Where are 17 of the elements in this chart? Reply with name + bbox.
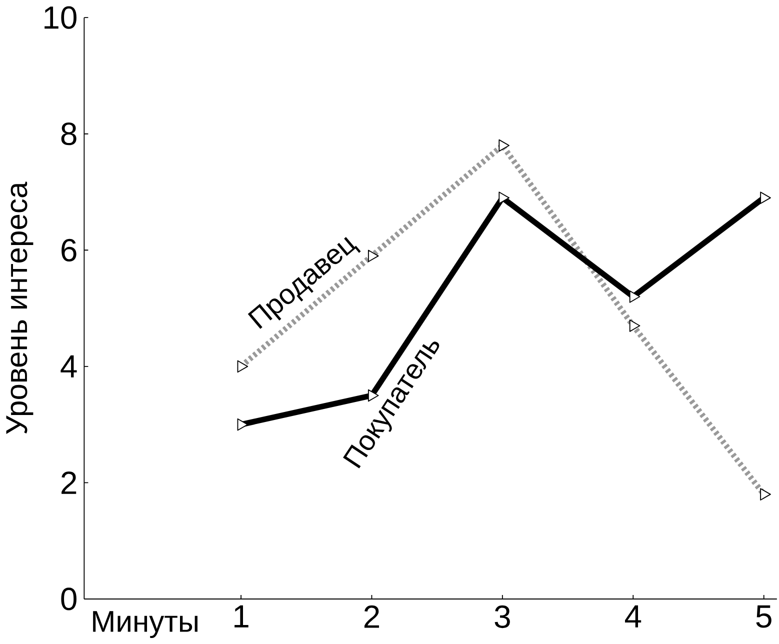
- x-tick-label: 5: [756, 605, 772, 628]
- x-tick-label: 1: [234, 605, 248, 628]
- y-tick-label: 10: [44, 6, 76, 29]
- x-tick-label: 2: [364, 605, 380, 628]
- y-tick-label: 4: [60, 355, 77, 378]
- y-tick-label: 6: [62, 238, 76, 262]
- x-axis-title: Минуты: [93, 610, 198, 638]
- point: [498, 192, 510, 204]
- point: [629, 290, 640, 303]
- x-tick-label: 4: [624, 605, 642, 628]
- y-tick-label: 8: [61, 122, 76, 146]
- y-tick-label: 0: [61, 588, 76, 610]
- point: [237, 418, 248, 431]
- y-axis-title: Уровень интереса: [6, 182, 34, 434]
- x-tick-label: 3: [494, 605, 510, 628]
- point: [760, 192, 771, 204]
- y-tick-label: 2: [62, 471, 76, 494]
